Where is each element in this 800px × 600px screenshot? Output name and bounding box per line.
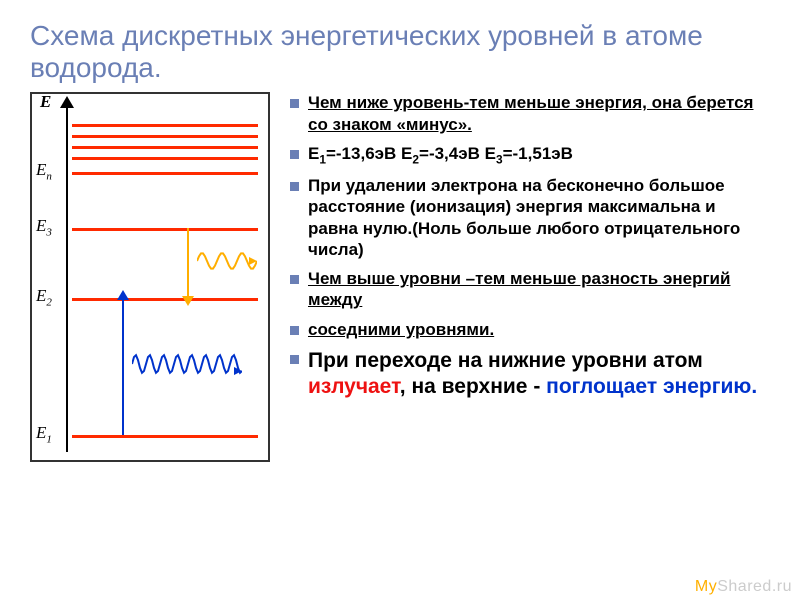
energy-level-label: E2 — [36, 286, 52, 308]
energy-level-line — [72, 135, 258, 138]
bullet-list: Чем ниже уровень-тем меньше энергия, она… — [286, 92, 770, 400]
energy-level-label: E1 — [36, 423, 52, 445]
energy-level-line — [72, 435, 258, 438]
energy-values: Е1=-13,6эВ Е2=-3,4эВ Е3=-1,51эВ — [308, 144, 573, 163]
axis-label-E: E — [40, 92, 51, 112]
text-column: Чем ниже уровень-тем меньше энергия, она… — [286, 92, 770, 462]
watermark-my: My — [695, 578, 717, 595]
energy-axis — [66, 102, 68, 452]
diagram-column: E E1 E2 E3 En — [30, 92, 270, 462]
bullet-text: При удалении электрона на бесконечно бол… — [308, 176, 740, 259]
bullet-item: соседними уровнями. — [286, 319, 770, 340]
bullet-item: При переходе на нижние уровни атом излуч… — [286, 348, 770, 401]
bullet-text: Чем ниже уровень-тем меньше энергия, она… — [308, 93, 753, 133]
bullet-text: При переходе на нижние уровни атом излуч… — [308, 349, 757, 398]
slide: Схема дискретных энергетических уровней … — [0, 0, 800, 600]
bullet-item: Чем ниже уровень-тем меньше энергия, она… — [286, 92, 770, 135]
transition-arrow-down — [187, 228, 189, 298]
energy-level-diagram: E E1 E2 E3 En — [30, 92, 270, 462]
bullet-item: Е1=-13,6эВ Е2=-3,4эВ Е3=-1,51эВ — [286, 143, 770, 167]
photon-wave-absorb-icon — [132, 353, 242, 375]
bullet-item: При удалении электрона на бесконечно бол… — [286, 175, 770, 260]
watermark: MyShared.ru — [695, 578, 792, 596]
axis-arrow-icon — [60, 96, 74, 108]
energy-level-line — [72, 146, 258, 149]
energy-level-line — [72, 157, 258, 160]
energy-level-line — [72, 298, 258, 301]
transition-arrow-up — [122, 298, 124, 435]
bullet-text: соседними уровнями. — [308, 320, 494, 339]
watermark-rest: Shared.ru — [717, 578, 792, 595]
energy-level-line — [72, 228, 258, 231]
content-row: E E1 E2 E3 En Чем ниже уровень-тем меньше э… — [30, 92, 770, 462]
bullet-text: Чем выше уровни –тем меньше разность эне… — [308, 269, 730, 309]
energy-level-label: En — [36, 160, 52, 182]
energy-level-line — [72, 172, 258, 175]
energy-level-line — [72, 124, 258, 127]
slide-title: Схема дискретных энергетических уровней … — [30, 20, 770, 84]
bullet-item: Чем выше уровни –тем меньше разность эне… — [286, 268, 770, 311]
energy-level-label: E3 — [36, 216, 52, 238]
photon-wave-emit-icon — [197, 251, 257, 271]
